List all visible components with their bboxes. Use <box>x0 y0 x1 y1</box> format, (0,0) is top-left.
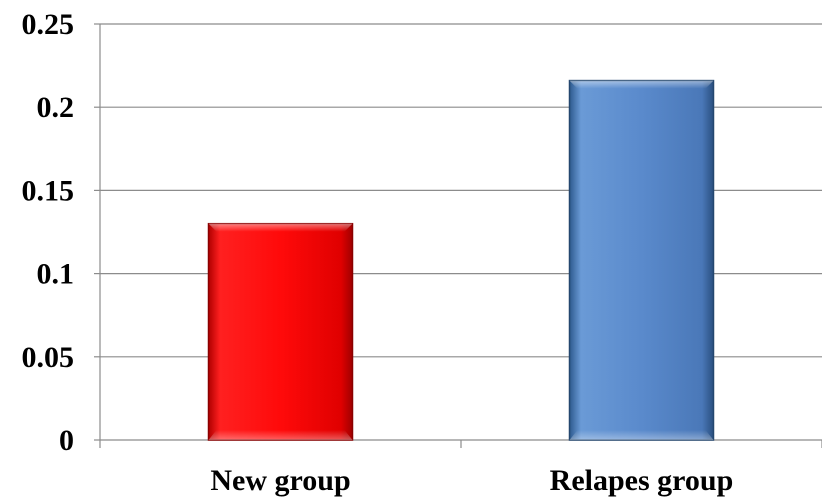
bar-bevel-bottom <box>208 430 353 440</box>
bar-bevel-bottom <box>569 430 714 440</box>
y-tick-label: 0.15 <box>22 174 75 207</box>
x-category-label: Relapes group <box>550 464 734 497</box>
x-category-label: New group <box>210 464 350 497</box>
bar-new-group <box>207 222 354 441</box>
bar-relapes-group <box>568 79 715 441</box>
y-tick-label: 0.2 <box>37 91 75 124</box>
y-tick-labels: 0 0.05 0.1 0.15 0.2 0.25 <box>22 8 75 457</box>
bar <box>207 222 354 441</box>
y-tick-label: 0.1 <box>37 258 75 291</box>
bars <box>207 79 715 441</box>
y-tick-label: 0.05 <box>22 341 75 374</box>
y-tick-label: 0 <box>59 424 74 457</box>
bar-bevel-top <box>569 80 714 89</box>
bar-bevel-top <box>208 223 353 232</box>
bar <box>568 79 715 441</box>
y-tick-label: 0.25 <box>22 8 75 41</box>
x-category-labels: New group Relapes group <box>210 464 733 497</box>
